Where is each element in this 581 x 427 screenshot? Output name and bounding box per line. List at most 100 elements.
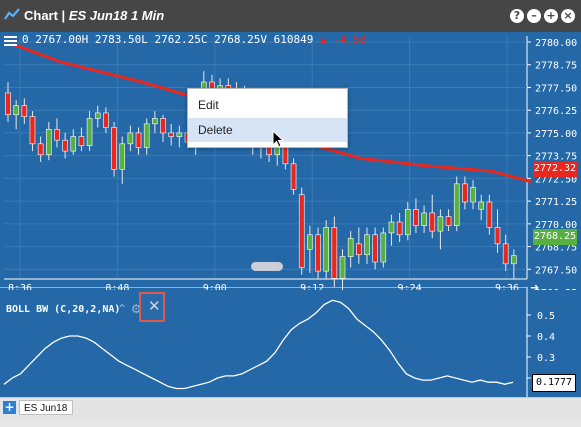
y-tick-label: 2773.75 [535,152,577,163]
candle [462,176,468,210]
candle [152,111,158,133]
ohlc-change-icon: ▲ [320,33,327,46]
help-icon[interactable]: ? [510,9,524,23]
candle-body [78,136,85,146]
y-tick-label: 2778.75 [535,61,577,72]
pane-resize-handle[interactable] [251,262,283,271]
y-tick-label: 2775.00 [535,129,577,140]
indicator-controls: ⌃ ⚙ [117,302,142,316]
indicator-close-highlight: ✕ [139,292,165,322]
candle [437,209,444,250]
close-icon[interactable]: × [561,9,575,23]
candle [404,202,411,241]
candle [127,125,134,152]
candle [94,105,101,128]
candle [478,194,485,221]
candle-body [494,227,501,245]
settings-icon[interactable]: ⚙ [130,302,142,316]
candle [168,123,174,146]
ohlc-change: -4.50 [333,33,367,46]
candle-body [462,183,468,203]
candle [356,227,362,264]
candle [470,180,476,210]
candle-body [356,243,362,256]
candle [339,249,346,290]
tab-es-jun18[interactable]: ES Jun18 [19,400,73,415]
candle [315,227,321,279]
candle-body [94,112,101,119]
candle [364,227,370,264]
indicator-value-tag: 0.1777 [532,374,576,392]
interval-label: 1 Min [127,8,165,23]
add-icon[interactable]: + [544,9,558,23]
candle-body [62,139,68,152]
menu-item-delete[interactable]: Delete [188,118,347,142]
candle-body [323,227,329,272]
candle-body [176,132,183,137]
indicator-label: BOLL BW (C,20,2,NA) [6,304,121,315]
title-bar: Chart | ES Jun18 1 Min ? – + × [0,0,581,32]
candle [54,118,60,148]
candle-body [404,208,411,236]
candle [323,220,329,279]
candle [396,212,403,243]
candle [29,111,36,152]
candle-body [119,143,126,170]
y-tick-label: 2768.75 [535,243,577,254]
candle-body [364,234,370,256]
candle [13,100,19,130]
candle [290,158,297,195]
candle-body [437,216,444,232]
boll-bw-line [3,299,514,390]
candle-body [290,163,297,190]
add-tab-button[interactable]: + [3,400,16,414]
instrument-name: ES Jun18 [68,8,128,23]
candle [160,114,166,143]
candle-body [486,201,493,228]
candle [372,227,378,270]
candle [111,122,117,177]
candle [37,136,44,163]
menu-icon[interactable] [4,36,17,46]
y-tick-label: 2780.00 [535,38,577,49]
candle [86,111,93,152]
close-icon[interactable]: ✕ [148,297,161,315]
candle-body [103,112,109,128]
ohlc-open: 0 2767.00H [22,33,89,46]
candle [502,234,509,272]
candle-body [478,201,485,210]
candle-body [421,212,427,226]
candle-body [511,255,517,265]
bottom-bar: + ES Jun18 [0,397,581,420]
candle-body [331,227,338,279]
candle [445,209,452,232]
candle-body [21,105,28,117]
candle [494,209,501,253]
candle [380,227,387,268]
scroll-right-icon: ➜ [530,281,539,290]
ohlc-high-low: 2783.50L 2762.25C 2768.25V 610849 [94,33,314,46]
candle-body [127,132,134,145]
ind-tick-label: 0.3 [537,353,555,364]
candle-body [70,136,77,152]
mouse-cursor-icon [272,130,285,148]
candle-body [298,194,305,268]
candle-body [388,221,395,234]
candle [429,194,436,239]
ohlc-readout: 0 2767.00H 2783.50L 2762.25C 2768.25V 61… [22,33,366,46]
candle [45,122,52,161]
candle-body [429,212,436,232]
menu-item-edit[interactable]: Edit [198,98,219,112]
window-title: Chart | ES Jun18 1 Min [24,8,164,23]
ind-tick-label: 0.5 [537,311,555,322]
minimize-icon[interactable]: – [527,9,541,23]
y-tick-label: 2770.00 [535,220,577,231]
candle-body [152,118,158,125]
candle-body [470,187,476,203]
ind-tick-label: 0.4 [537,332,555,343]
candle-body [502,243,509,265]
candle-body [54,128,60,141]
y-tick-label: 2772.50 [535,174,577,185]
ma-price-tag: 2772.32 [533,161,577,177]
collapse-icon[interactable]: ⌃ [117,302,128,316]
